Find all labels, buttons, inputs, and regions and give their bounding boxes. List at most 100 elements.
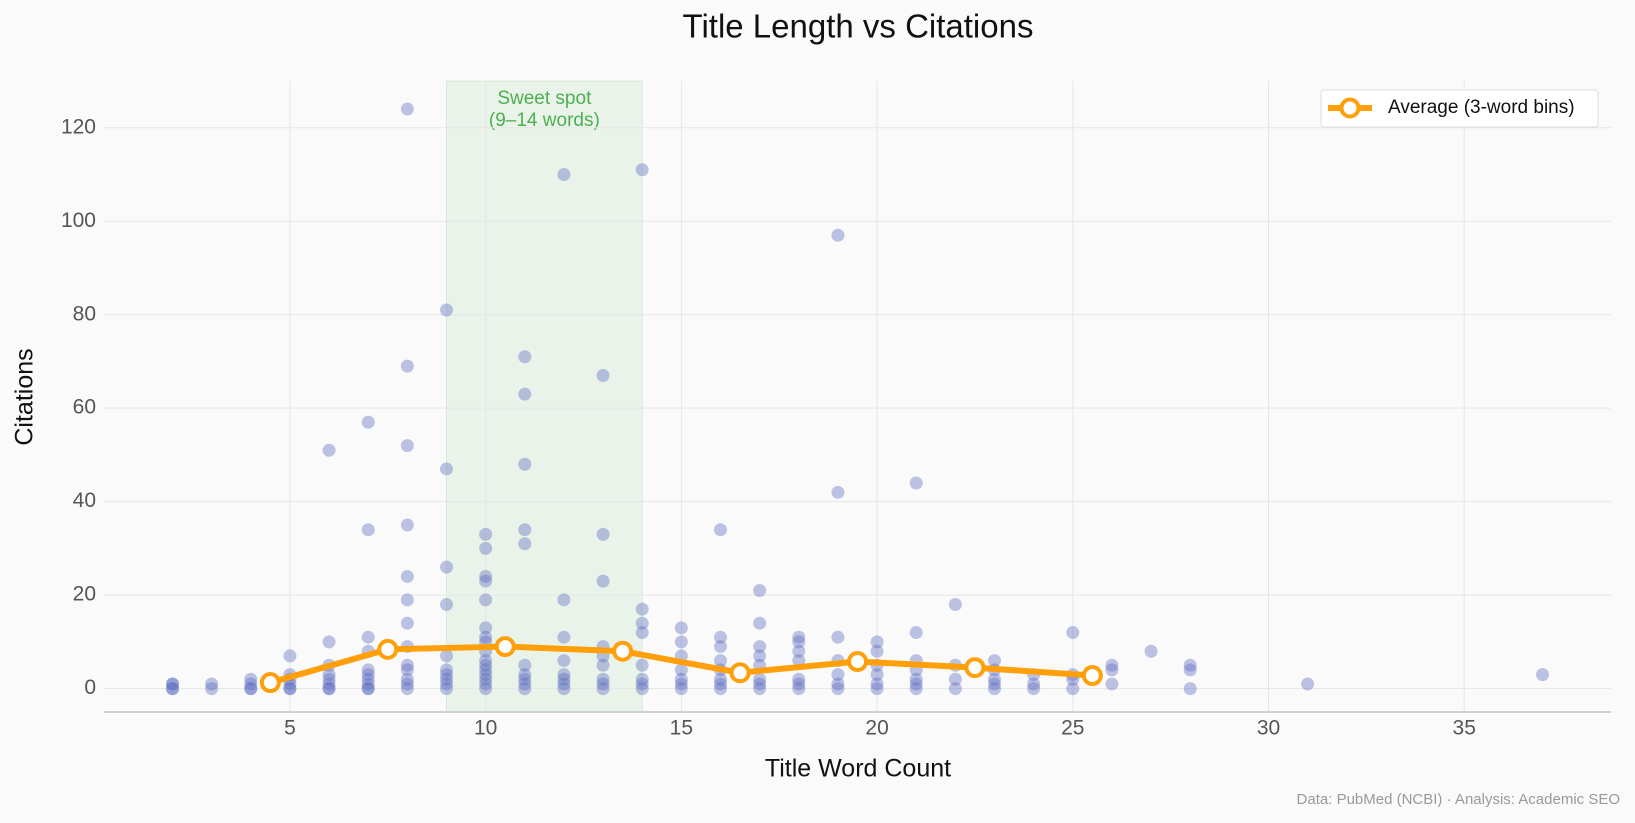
scatter-point [205, 682, 219, 696]
scatter-point [1301, 677, 1315, 691]
scatter-point [831, 682, 845, 696]
scatter-point [753, 640, 767, 654]
scatter-point [518, 672, 532, 686]
scatter-point [244, 672, 258, 686]
scatter-point [322, 443, 336, 457]
y-tick-label: 40 [73, 489, 96, 512]
scatter-point [909, 476, 923, 490]
y-tick-label: 20 [73, 583, 96, 606]
x-tick-label: 20 [865, 717, 888, 740]
scatter-point [753, 672, 767, 686]
scatter-point [322, 682, 336, 696]
scatter-point [909, 626, 923, 640]
average-marker [259, 672, 281, 694]
x-tick-label: 5 [284, 717, 296, 740]
scatter-point [479, 630, 493, 644]
scatter-point [440, 677, 453, 691]
scatter-point [440, 649, 453, 663]
scatter-point [1027, 677, 1041, 691]
scatter-point [400, 569, 414, 583]
scatter-point [831, 485, 845, 499]
scatter-point [440, 663, 453, 677]
scatter-point [400, 672, 414, 686]
scatter-point [479, 658, 493, 672]
scatter-point [283, 649, 297, 663]
scatter-point [361, 523, 375, 537]
scatter-point [479, 593, 493, 607]
x-tick-label: 35 [1453, 717, 1476, 740]
scatter-point [400, 518, 414, 532]
scatter-point [361, 682, 375, 696]
scatter-point [361, 668, 375, 682]
scatter-point [479, 621, 493, 635]
scatter-point [674, 635, 688, 649]
scatter-point [440, 672, 453, 686]
scatter-point [166, 682, 179, 696]
scatter-point [400, 359, 414, 373]
scatter-point [557, 630, 571, 644]
scatter-point [831, 677, 845, 691]
scatter-point [440, 668, 453, 682]
scatter-point [596, 574, 610, 588]
x-tick-label: 10 [474, 717, 497, 740]
scatter-point [557, 682, 571, 696]
scatter-point [753, 649, 767, 663]
scatter-point [635, 658, 649, 672]
scatter-point [870, 668, 884, 682]
scatter-point [909, 672, 923, 686]
scatter-point [753, 583, 767, 597]
scatter-point [400, 682, 414, 696]
scatter-point [166, 677, 179, 691]
scatter-point [479, 541, 493, 555]
scatter-point [440, 303, 453, 317]
scatter-point [792, 682, 806, 696]
scatter-point [1183, 682, 1197, 696]
scatter-point [674, 682, 688, 696]
scatter-point [753, 677, 767, 691]
scatter-point [361, 663, 375, 677]
average-marker [1081, 665, 1103, 687]
scatter-point [596, 682, 610, 696]
scatter-point [479, 654, 493, 668]
scatter-point [714, 654, 727, 668]
scatter-point [596, 527, 610, 541]
scatter-point [557, 167, 571, 181]
highlight-label: (9–14 words) [489, 110, 600, 131]
scatter-point [714, 677, 727, 691]
scatter-point [988, 672, 1001, 686]
scatter-point [596, 658, 610, 672]
scatter-point [518, 668, 532, 682]
y-tick-label: 100 [61, 209, 96, 232]
scatter-point [635, 602, 649, 616]
scatter-point [792, 635, 806, 649]
scatter-point [479, 663, 493, 677]
scatter-point [479, 668, 493, 682]
scatter-point [909, 677, 923, 691]
scatter-point [322, 677, 336, 691]
scatter-point [557, 593, 571, 607]
scatter-point [518, 387, 532, 401]
scatter-point [400, 616, 414, 630]
scatter-point [1183, 658, 1197, 672]
scatter-point [518, 350, 532, 364]
scatter-point [479, 574, 493, 588]
scatter-point [988, 677, 1001, 691]
scatter-point [440, 597, 453, 611]
source-note: Data: PubMed (NCBI) · Analysis: Academic… [1297, 791, 1620, 808]
scatter-point [361, 630, 375, 644]
scatter-point [1066, 626, 1080, 640]
scatter-point [322, 672, 336, 686]
average-line [269, 643, 1093, 686]
scatter-point [244, 677, 258, 691]
scatter-point [714, 682, 727, 696]
scatter-point [1027, 682, 1041, 696]
scatter-point [400, 439, 414, 453]
highlight-band [446, 80, 643, 713]
scatter-point [1066, 682, 1080, 696]
scatter-point [792, 644, 806, 658]
scatter-point [792, 672, 806, 686]
scatter-point [166, 682, 179, 696]
scatter-point [361, 672, 375, 686]
scatter-point [831, 668, 845, 682]
scatter-point [440, 462, 453, 476]
